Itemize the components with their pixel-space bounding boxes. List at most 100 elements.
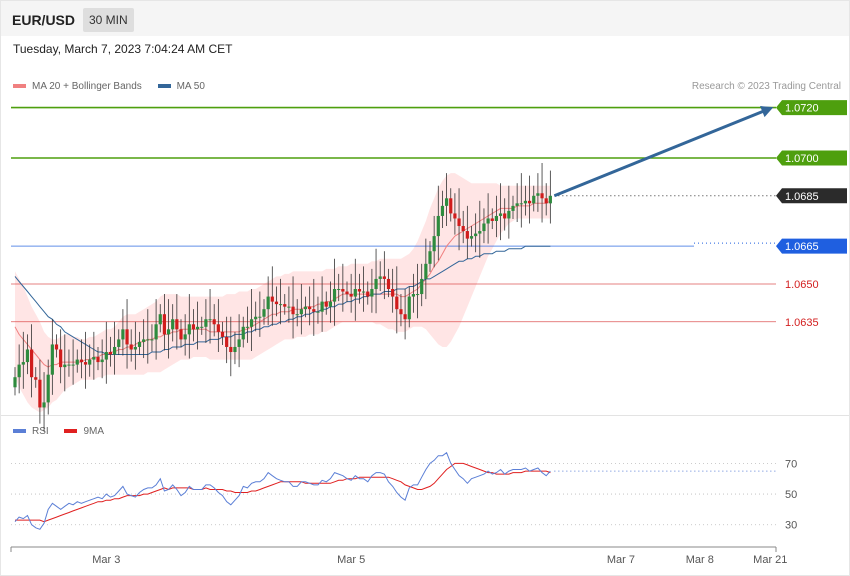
candle-body (507, 210, 511, 219)
candle-body (370, 289, 374, 297)
candle-body (528, 200, 532, 204)
candle-body (403, 314, 407, 320)
level-tag-0 (776, 100, 847, 116)
projection-arrow-shaft (553, 108, 767, 198)
symbol-title: EUR/USD (12, 12, 76, 28)
candle-body (171, 319, 175, 330)
candle-body (96, 357, 100, 363)
x-tick-1: Mar 5 (337, 554, 365, 566)
candle-body (478, 231, 482, 234)
candle-body (544, 198, 548, 204)
level-label-4: 1.0650 (785, 279, 819, 291)
candle-body (287, 306, 291, 308)
legend-ma20-swatch (13, 84, 26, 89)
candle-body (279, 304, 283, 306)
candle-body (262, 309, 266, 317)
legend-rsi-label: RSI (32, 426, 49, 437)
candle-body (324, 301, 328, 307)
candle-body (158, 314, 162, 325)
candle-body (38, 379, 42, 408)
candle-body (50, 344, 54, 375)
candle-body (386, 278, 391, 290)
x-tick-3: Mar 8 (686, 554, 714, 566)
research-credit: Research © 2023 Trading Central (691, 81, 841, 92)
candle-body (395, 296, 399, 310)
candle-body (216, 324, 220, 332)
candle-body (415, 294, 420, 296)
candle-body (270, 296, 274, 302)
candle-body (249, 319, 254, 327)
candle-body (274, 301, 279, 305)
candle-body (83, 362, 88, 365)
candle-body (482, 223, 486, 232)
candle-body (241, 326, 245, 340)
candle-body (220, 331, 225, 337)
candle-body (407, 296, 411, 320)
candle-body (465, 231, 469, 239)
candle-body (486, 218, 490, 224)
candle-body (337, 289, 341, 291)
candle-body (229, 346, 233, 353)
candle-body (515, 203, 519, 206)
candle-body (150, 339, 154, 341)
candle-body (308, 306, 312, 310)
candle-body (399, 309, 403, 315)
level-label-5: 1.0635 (785, 317, 819, 329)
candle-body (142, 339, 146, 342)
legend-9ma-swatch (64, 429, 78, 434)
candle-body (17, 364, 21, 378)
candle-body (540, 193, 544, 199)
candle-body (79, 359, 83, 363)
candle-body (498, 213, 503, 216)
rsi-tick-50: 50 (785, 489, 797, 501)
candle-body (449, 198, 453, 214)
candle-body (424, 263, 428, 279)
rsi-9ma-line (15, 462, 551, 523)
candle-body (254, 316, 258, 320)
candle-body (461, 226, 465, 232)
candle-body (30, 349, 34, 378)
candle-body (445, 198, 449, 206)
candle-body (34, 377, 38, 380)
level-tag-3 (776, 238, 847, 254)
legend-rsi-swatch (13, 429, 26, 434)
candle-body (283, 304, 287, 307)
candle-body (457, 218, 461, 227)
candle-body (266, 296, 270, 310)
rsi-legend: RSI 9MA (13, 426, 117, 437)
candle-body (125, 329, 129, 345)
candle-body (166, 329, 171, 335)
candle-body (88, 359, 92, 365)
candle-body (432, 236, 436, 252)
chart-datetime: Tuesday, March 7, 2023 7:04:24 AM CET (13, 42, 233, 56)
candle-body (121, 329, 125, 340)
rsi-tick-30: 30 (785, 520, 797, 532)
candle-body (328, 301, 332, 307)
x-tick-4: Mar 21 (753, 554, 787, 566)
candle-body (187, 324, 191, 335)
candle-body (179, 329, 183, 340)
candle-body (378, 276, 382, 279)
timeframe-badge[interactable]: 30 MIN (83, 8, 134, 32)
candle-body (519, 203, 523, 205)
candle-body (291, 306, 295, 315)
candle-body (494, 215, 498, 221)
candle-body (154, 324, 158, 340)
candle-body (233, 346, 237, 353)
candle-body (503, 213, 507, 219)
candle-body (175, 319, 179, 330)
candle-body (59, 349, 63, 368)
candle-body (204, 319, 208, 327)
level-label-0: 1.0720 (785, 103, 819, 115)
candle-body (46, 374, 50, 403)
candle-body (320, 301, 324, 312)
candle-body (349, 294, 353, 297)
candle-body (258, 316, 262, 318)
candle-body (353, 289, 357, 297)
legend-rsi: RSI (13, 426, 49, 437)
bollinger-band (15, 173, 551, 413)
candle-body (332, 289, 337, 302)
chart-header: EUR/USD 30 MIN (1, 1, 849, 36)
legend-ma20-label: MA 20 + Bollinger Bands (32, 81, 142, 92)
candle-body (183, 334, 187, 340)
